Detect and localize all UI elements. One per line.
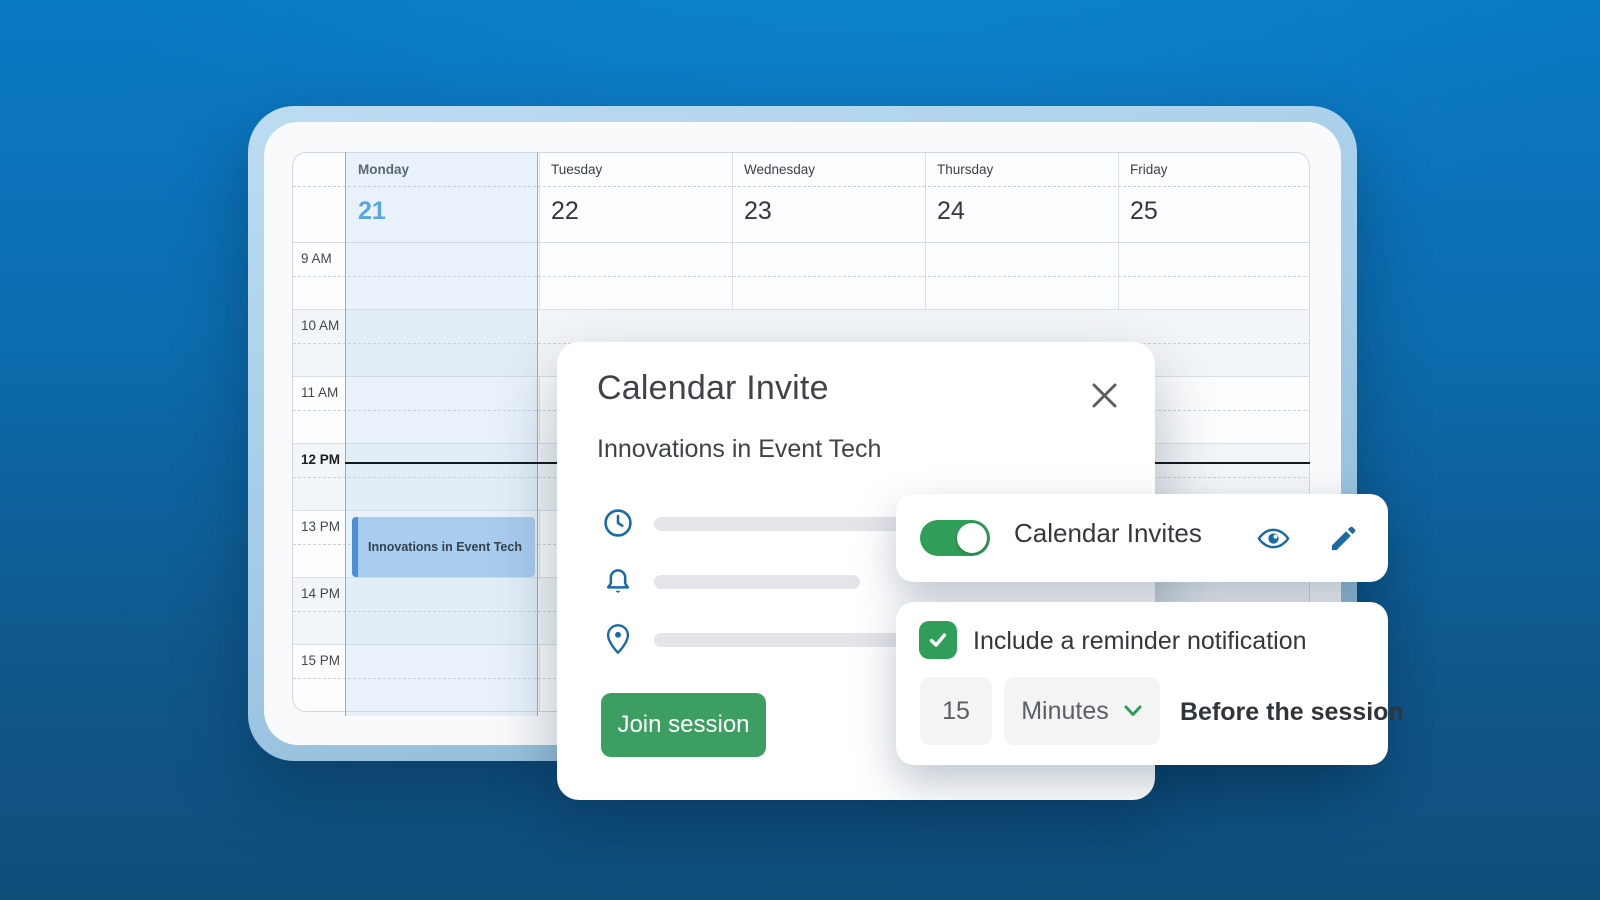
- day-names-row: [293, 153, 1309, 187]
- reminder-suffix: Before the session: [1180, 698, 1404, 726]
- reminder-card: Include a reminder notification 15 Minut…: [896, 602, 1404, 765]
- pencil-icon: [1331, 526, 1355, 550]
- reminder-unit: Minutes: [1021, 696, 1109, 725]
- time-label: 13 PM: [301, 519, 341, 534]
- date-wednesday: 23: [744, 197, 772, 225]
- calendar-invites-toggle[interactable]: [920, 520, 990, 556]
- time-label: 15 PM: [301, 653, 341, 668]
- check-icon: [929, 633, 947, 647]
- time-label: 14 PM: [301, 586, 341, 601]
- eye-icon: [1257, 528, 1289, 548]
- location-pin-icon: [601, 622, 635, 655]
- calendar-event[interactable]: Innovations in Event Tech: [352, 517, 535, 577]
- day-header-monday: Monday: [358, 162, 410, 177]
- reminder-placeholder-bar: [654, 575, 860, 589]
- reminder-value-input[interactable]: 15: [920, 677, 992, 745]
- edit-button[interactable]: [1318, 513, 1368, 563]
- time-label: 11 AM: [301, 385, 339, 400]
- selected-day-column: [345, 152, 538, 716]
- calendar-invites-card: Calendar Invites: [896, 494, 1388, 582]
- date-thursday: 24: [937, 197, 965, 225]
- dates-row: [293, 187, 1309, 243]
- day-header-thursday: Thursday: [937, 162, 994, 177]
- chevron-down-icon: [1124, 705, 1142, 716]
- day-header-tuesday: Tuesday: [551, 162, 603, 177]
- modal-title: Calendar Invite: [597, 369, 829, 407]
- bell-icon: [601, 566, 635, 596]
- reminder-unit-select[interactable]: Minutes: [1004, 677, 1160, 745]
- reminder-value: 15: [942, 696, 970, 725]
- time-label: 10 AM: [301, 318, 340, 333]
- reminder-label: Include a reminder notification: [973, 627, 1307, 655]
- time-label: 9 AM: [301, 251, 332, 266]
- session-title: Innovations in Event Tech: [597, 435, 882, 463]
- join-session-button[interactable]: Join session: [601, 693, 766, 757]
- date-monday: 21: [358, 197, 386, 225]
- toggle-knob: [957, 523, 987, 553]
- close-button[interactable]: [1087, 378, 1121, 412]
- day-header-wednesday: Wednesday: [744, 162, 816, 177]
- date-friday: 25: [1130, 197, 1158, 225]
- calendar-event-title: Innovations in Event Tech: [368, 539, 522, 554]
- day-header-friday: Friday: [1130, 162, 1168, 177]
- close-icon: [1092, 383, 1116, 407]
- calendar-invites-label: Calendar Invites: [1014, 518, 1202, 548]
- time-label: 12 PM: [301, 452, 341, 467]
- reminder-checkbox[interactable]: [919, 621, 957, 659]
- date-tuesday: 22: [551, 197, 579, 225]
- gridline-vertical: [539, 153, 540, 711]
- hour-row: [293, 243, 1309, 310]
- join-session-label: Join session: [617, 711, 750, 738]
- clock-icon: [601, 508, 635, 538]
- preview-button[interactable]: [1248, 513, 1298, 563]
